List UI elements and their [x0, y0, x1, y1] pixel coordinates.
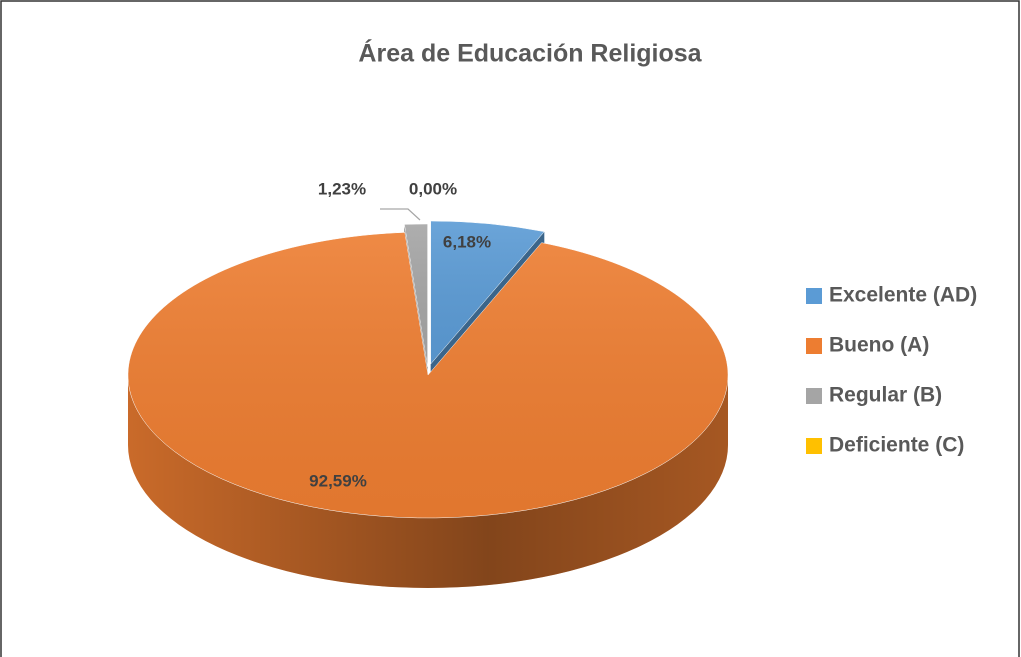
legend-label: Excelente (AD): [829, 284, 977, 307]
legend-swatch: [806, 338, 822, 354]
chart-title: Área de Educación Religiosa: [358, 39, 702, 68]
slice-highlight: [430, 221, 545, 365]
data-label: 1,23%: [318, 179, 366, 198]
data-label: 6,18%: [443, 232, 491, 251]
legend-label: Bueno (A): [829, 334, 929, 357]
legend-swatch: [806, 438, 822, 454]
data-label: 92,59%: [309, 471, 367, 490]
legend-label: Deficiente (C): [829, 434, 964, 457]
slice-side-shade: [128, 375, 728, 588]
slice-highlight: [404, 224, 428, 368]
legend-swatch: [806, 388, 822, 404]
slice-highlight: [128, 232, 729, 519]
legend-label: Regular (B): [829, 384, 942, 407]
data-label: 0,00%: [409, 179, 457, 198]
legend-swatch: [806, 288, 822, 304]
pie-tops: [127, 220, 729, 519]
leader-line: [380, 208, 421, 221]
